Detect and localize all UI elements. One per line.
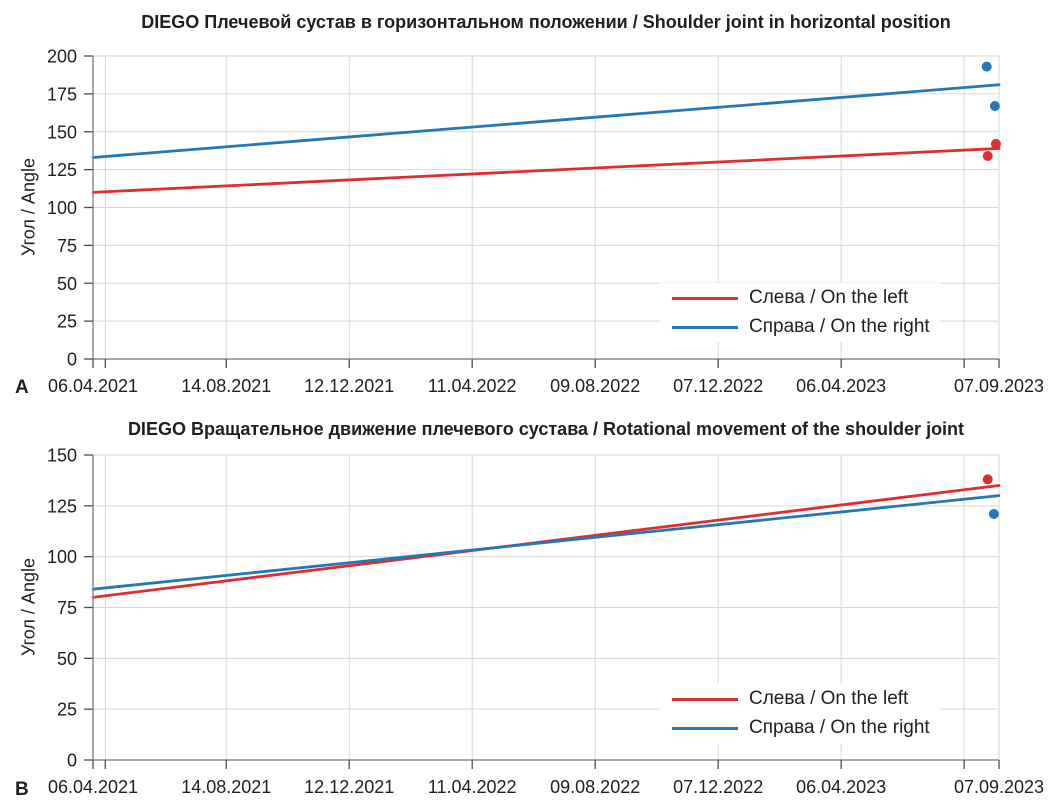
trend-line	[91, 83, 1001, 159]
legend-line-swatch-blue	[672, 325, 738, 329]
legend-line-swatch-blue	[672, 726, 738, 730]
y-tick-label: 0	[67, 751, 77, 771]
x-tick-label: 14.08.2021	[181, 777, 271, 797]
y-tick-label: 75	[57, 598, 77, 618]
y-tick-label: 100	[47, 198, 77, 218]
legend-line-swatch-red	[672, 697, 738, 701]
x-tick-label: 07.09.2023	[954, 376, 1044, 396]
data-point	[982, 474, 993, 485]
x-tick-label: 06.04.2021	[48, 777, 138, 797]
legend-label-right: Справа / On the right	[749, 717, 930, 738]
x-tick-label: 14.08.2021	[181, 376, 271, 396]
legend-label-left: Слева / On the left	[749, 287, 909, 308]
y-tick-label: 150	[47, 446, 77, 466]
trend-line	[91, 147, 1001, 194]
data-point	[988, 508, 999, 519]
y-tick-label: 175	[47, 84, 77, 104]
chart-a-title: DIEGO Плечевой сустав в горизонтальном п…	[141, 12, 951, 32]
x-tick-label: 07.12.2022	[673, 777, 763, 797]
x-tick-label: 06.04.2023	[796, 376, 886, 396]
panel-label-a: A	[15, 377, 29, 398]
x-tick-label: 07.09.2023	[954, 777, 1044, 797]
chart-b-y-axis-label: Угол / Angle	[18, 558, 39, 656]
legend-line-swatch-red	[672, 296, 738, 300]
x-tick-label: 11.04.2022	[428, 777, 517, 797]
chart-a-legend: Слева / On the left Справа / On the righ…	[660, 283, 940, 342]
y-tick-label: 0	[67, 350, 77, 370]
legend-label-right: Справа / On the right	[749, 316, 930, 337]
x-tick-label: 09.08.2022	[550, 376, 640, 396]
legend-row-right: Справа / On the right	[672, 716, 930, 740]
data-point	[982, 150, 993, 161]
x-tick-label: 11.04.2022	[428, 376, 517, 396]
x-tick-label: 12.12.2021	[304, 777, 394, 797]
legend-row-left: Слева / On the left	[672, 286, 930, 310]
y-tick-label: 125	[47, 496, 77, 516]
x-tick-label: 06.04.2021	[48, 376, 138, 396]
y-tick-label: 100	[47, 547, 77, 567]
y-tick-label: 50	[57, 649, 77, 669]
x-tick-label: 09.08.2022	[550, 777, 640, 797]
y-tick-label: 150	[47, 122, 77, 142]
legend-row-left: Слева / On the left	[672, 687, 930, 711]
x-tick-label: 12.12.2021	[304, 376, 394, 396]
x-tick-label: 07.12.2022	[673, 376, 763, 396]
trend-line	[91, 484, 1001, 599]
y-tick-label: 75	[57, 236, 77, 256]
panel-label-b: B	[15, 779, 29, 800]
chart-b-title: DIEGO Вращательное движение плечевого су…	[127, 419, 965, 439]
y-tick-label: 50	[57, 274, 77, 294]
chart-b-legend: Слева / On the left Справа / On the righ…	[660, 684, 940, 743]
data-point	[981, 61, 992, 72]
y-tick-label: 25	[57, 312, 77, 332]
y-tick-label: 125	[47, 160, 77, 180]
x-tick-label: 06.04.2023	[796, 777, 886, 797]
trend-line	[91, 494, 1001, 591]
legend-label-left: Слева / On the left	[749, 688, 909, 709]
data-point	[990, 138, 1001, 149]
chart-a-y-axis-label: Угол / Angle	[18, 158, 39, 256]
y-tick-label: 25	[57, 700, 77, 720]
legend-row-right: Справа / On the right	[672, 315, 930, 339]
data-point	[989, 100, 1000, 111]
y-tick-label: 200	[47, 47, 77, 67]
